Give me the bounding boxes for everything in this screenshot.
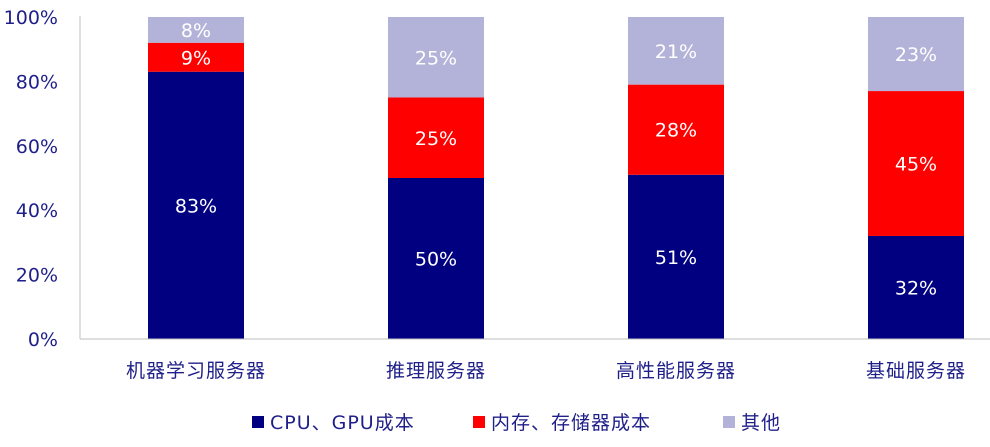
data-label: 9% [181,47,211,69]
data-label: 32% [895,277,937,299]
x-category-label: 机器学习服务器 [126,360,266,382]
data-label: 25% [415,47,457,69]
legend-label: CPU、GPU成本 [270,412,415,434]
legend-item: 内存、存储器成本 [473,412,651,434]
bar-segment [628,84,724,175]
data-label: 45% [895,154,937,176]
bar-stack: 51% 28% 21% [628,17,724,339]
data-label: 51% [655,247,697,269]
bar-segment [628,174,724,339]
legend: CPU、GPU成本 内存、存储器成本 其他 [252,412,781,434]
bar-segment [388,178,484,339]
y-axis-ticks: 0% 20% 40% 60% 80% 100% [4,7,58,351]
data-label: 83% [175,195,217,217]
legend-swatch [723,416,735,428]
y-tick-label: 20% [16,265,58,287]
legend-item: 其他 [723,412,781,434]
bar-segment [148,42,244,72]
y-tick-label: 40% [16,200,58,222]
y-tick-label: 100% [4,7,58,29]
bar-stack: 32% 45% 23% [868,17,964,339]
x-axis-labels: 机器学习服务器 推理服务器 高性能服务器 基础服务器 [126,360,966,382]
bar-segment [628,17,724,85]
bar-stack: 50% 25% 25% [388,17,484,339]
bar-segment [868,235,964,339]
bar-segment [148,17,244,43]
data-label: 25% [415,128,457,150]
y-tick-label: 0% [28,329,58,351]
bar-segment [388,17,484,98]
bars: 83% 9% 8% 50% 25% 25% 51% 28% 21% 32% 45% 23% [148,17,964,340]
x-category-label: 推理服务器 [386,360,486,382]
y-tick-label: 80% [16,71,58,93]
bar-segment [868,91,964,236]
data-label: 28% [655,120,697,142]
legend-label: 其他 [741,412,781,434]
bar-segment [388,97,484,178]
y-tick-label: 60% [16,136,58,158]
legend-swatch [473,416,485,428]
axes [79,16,990,340]
data-label: 50% [415,249,457,271]
data-label: 8% [181,20,211,42]
legend-label: 内存、存储器成本 [491,412,651,434]
data-label: 21% [655,41,697,63]
legend-swatch [252,416,264,428]
x-category-label: 基础服务器 [866,360,966,382]
legend-item: CPU、GPU成本 [252,412,415,434]
bar-stack: 83% 9% 8% [148,17,244,340]
bar-segment [148,71,244,340]
bar-segment [868,17,964,92]
data-label: 23% [895,44,937,66]
x-category-label: 高性能服务器 [616,360,736,382]
